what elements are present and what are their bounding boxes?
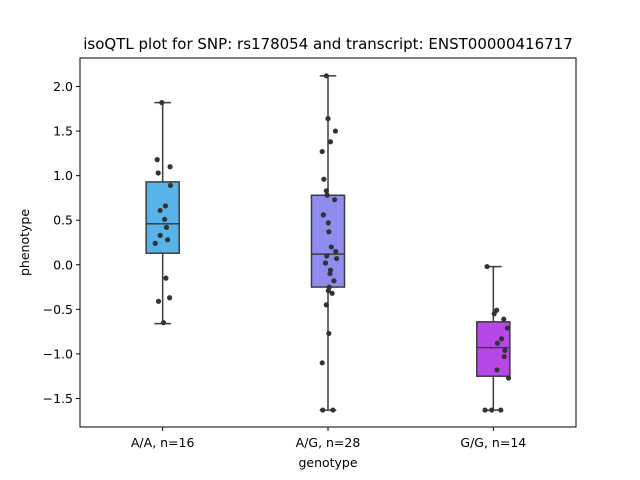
data-point bbox=[324, 253, 330, 259]
data-point bbox=[499, 336, 505, 342]
plot-area bbox=[145, 73, 512, 413]
y-tick-label: −0.5 bbox=[43, 302, 73, 317]
data-point bbox=[160, 320, 167, 326]
data-point bbox=[319, 148, 325, 155]
x-axis-label: genotype bbox=[298, 455, 357, 470]
y-tick-label: 2.0 bbox=[53, 79, 73, 94]
data-point bbox=[484, 263, 490, 270]
data-point bbox=[321, 176, 327, 182]
data-point bbox=[494, 367, 500, 373]
data-point bbox=[482, 407, 488, 413]
x-tick-label: A/G, n=28 bbox=[296, 435, 361, 450]
data-point bbox=[489, 407, 495, 413]
data-point bbox=[323, 302, 329, 308]
data-point bbox=[323, 73, 329, 79]
data-point bbox=[319, 360, 325, 366]
data-point bbox=[325, 220, 331, 226]
data-point bbox=[163, 224, 170, 230]
data-point bbox=[154, 157, 160, 163]
y-tick-label: −1.5 bbox=[43, 391, 73, 406]
data-point bbox=[157, 232, 163, 238]
chart-title: isoQTL plot for SNP: rs178054 and transc… bbox=[83, 35, 573, 53]
data-point bbox=[502, 347, 508, 353]
box-body bbox=[145, 181, 180, 254]
data-point bbox=[498, 407, 504, 413]
box-group bbox=[310, 73, 346, 413]
data-point bbox=[331, 278, 337, 284]
x-tick-label: G/G, n=14 bbox=[460, 435, 526, 450]
y-tick-label: 1.5 bbox=[53, 124, 73, 139]
data-point bbox=[324, 192, 330, 198]
data-point bbox=[320, 212, 326, 218]
data-point bbox=[328, 244, 334, 250]
data-point bbox=[167, 295, 173, 301]
box-group bbox=[145, 99, 180, 326]
data-point bbox=[320, 407, 326, 413]
data-point bbox=[494, 340, 501, 346]
data-point bbox=[333, 255, 340, 262]
y-tick-label: −1.0 bbox=[43, 346, 73, 361]
data-point bbox=[165, 237, 171, 243]
data-point bbox=[327, 271, 333, 277]
data-point bbox=[167, 182, 174, 189]
x-axis: A/A, n=16 A/G, n=28 G/G, n=14 bbox=[131, 427, 526, 450]
data-point bbox=[491, 311, 497, 317]
x-tick-label: A/A, n=16 bbox=[131, 435, 195, 450]
data-point bbox=[504, 325, 510, 331]
box-body bbox=[476, 321, 511, 377]
data-point bbox=[162, 216, 168, 222]
data-point bbox=[322, 260, 329, 266]
y-tick-label: 0.5 bbox=[53, 213, 73, 228]
data-point bbox=[163, 275, 169, 281]
data-point bbox=[157, 207, 163, 214]
y-axis-label: phenotype bbox=[17, 209, 32, 276]
data-point bbox=[333, 248, 339, 255]
data-point bbox=[325, 288, 331, 294]
data-point bbox=[501, 316, 507, 322]
data-point bbox=[155, 170, 161, 176]
data-point bbox=[152, 240, 158, 246]
data-point bbox=[323, 188, 329, 194]
data-point bbox=[327, 139, 334, 145]
y-tick-label: 1.0 bbox=[53, 168, 73, 183]
data-point bbox=[501, 353, 507, 360]
data-point bbox=[325, 116, 331, 122]
data-point bbox=[155, 298, 162, 304]
data-point bbox=[505, 375, 512, 381]
y-tick-label: 0.0 bbox=[53, 257, 73, 272]
data-point bbox=[330, 407, 336, 413]
data-point bbox=[326, 330, 332, 337]
data-point bbox=[329, 290, 335, 296]
data-point bbox=[159, 99, 165, 106]
y-axis: 2.0 1.5 1.0 0.5 0.0 −0.5 −1.0 −1.5 bbox=[43, 79, 80, 406]
data-point bbox=[326, 229, 332, 235]
box-group bbox=[476, 263, 512, 413]
data-point bbox=[162, 203, 169, 209]
data-point bbox=[332, 128, 339, 134]
data-point bbox=[167, 164, 173, 170]
data-point bbox=[332, 197, 338, 203]
